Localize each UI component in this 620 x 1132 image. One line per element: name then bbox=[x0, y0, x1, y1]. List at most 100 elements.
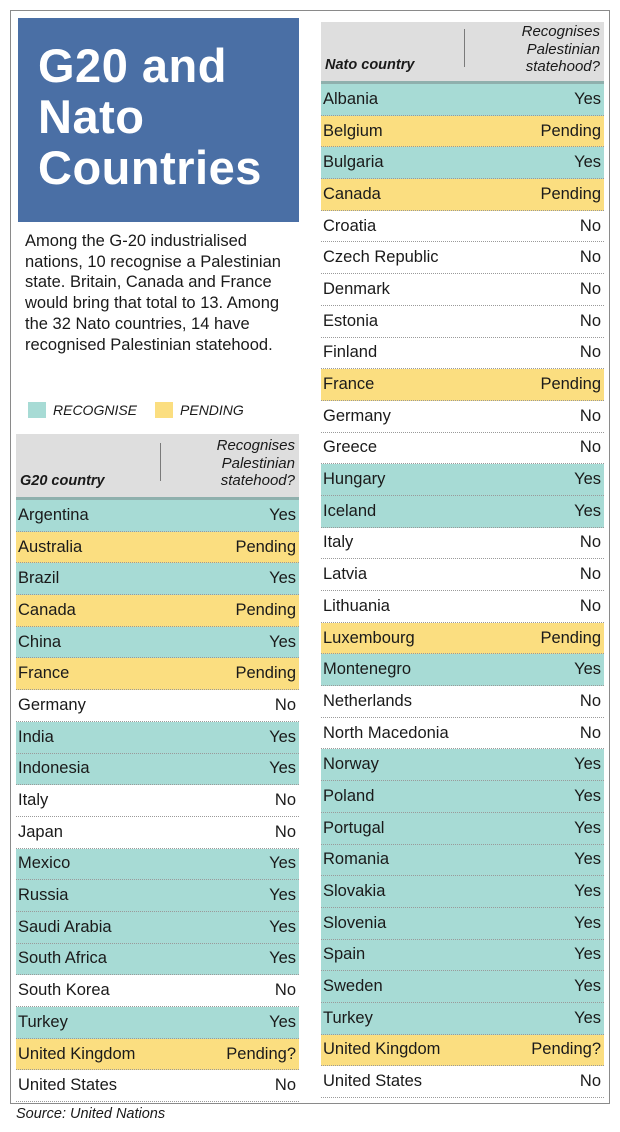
country-cell: Albania bbox=[323, 89, 379, 108]
country-cell: United Kingdom bbox=[323, 1040, 441, 1059]
table-row: United Kingdom Pending? bbox=[321, 1034, 604, 1067]
infographic-frame bbox=[10, 10, 610, 1104]
country-cell: France bbox=[18, 664, 70, 683]
table-row: Germany No bbox=[321, 400, 604, 433]
table-row: Greece No bbox=[321, 432, 604, 465]
country-cell: Russia bbox=[18, 886, 69, 905]
table-row: Luxembourg Pending bbox=[321, 622, 604, 655]
table-row: United Kingdom Pending? bbox=[16, 1038, 299, 1071]
table-row: Estonia No bbox=[321, 305, 604, 338]
status-cell: Yes bbox=[269, 632, 296, 651]
table-row: Lithuania No bbox=[321, 591, 604, 623]
country-cell: Czech Republic bbox=[323, 248, 439, 267]
status-cell: Pending bbox=[540, 628, 601, 647]
table-row: Italy No bbox=[16, 785, 299, 817]
legend-swatch-pending bbox=[155, 402, 174, 418]
g20-table: G20 country Recognises Palestinian state… bbox=[16, 434, 299, 1103]
table-row: Montenegro Yes bbox=[321, 654, 604, 687]
table-row: Denmark No bbox=[321, 274, 604, 306]
country-cell: Slovenia bbox=[323, 913, 387, 932]
country-cell: Germany bbox=[323, 406, 391, 425]
status-cell: Yes bbox=[574, 786, 601, 805]
table-row: France Pending bbox=[16, 658, 299, 691]
status-cell: Pending bbox=[540, 184, 601, 203]
table-row: Turkey Yes bbox=[16, 1007, 299, 1039]
header-rule bbox=[16, 497, 299, 500]
country-cell: Italy bbox=[18, 791, 49, 810]
table-row: Italy No bbox=[321, 527, 604, 560]
table-row: Iceland Yes bbox=[321, 495, 604, 528]
status-cell: Yes bbox=[574, 470, 601, 489]
status-cell: Yes bbox=[574, 755, 601, 774]
table-row: Netherlands No bbox=[321, 686, 604, 718]
table-row: Slovenia Yes bbox=[321, 907, 604, 940]
table-row: Japan No bbox=[16, 816, 299, 849]
country-cell: Argentina bbox=[18, 505, 89, 524]
g20-table-header: G20 country Recognises Palestinian state… bbox=[16, 434, 299, 497]
country-cell: Luxembourg bbox=[323, 628, 415, 647]
status-cell: Yes bbox=[269, 949, 296, 968]
nato-status-column-header: Recognises Palestinian statehood? bbox=[521, 23, 600, 75]
country-cell: Italy bbox=[323, 533, 354, 552]
status-cell: Yes bbox=[574, 882, 601, 901]
nato-country-column-header: Nato country bbox=[325, 57, 415, 73]
country-cell: Netherlands bbox=[323, 691, 412, 710]
country-cell: Canada bbox=[18, 600, 76, 619]
table-row: Albania Yes bbox=[321, 84, 604, 116]
table-row: Spain Yes bbox=[321, 939, 604, 972]
status-cell: Pending? bbox=[531, 1040, 601, 1059]
title-line: G20 and bbox=[38, 39, 227, 92]
table-row: Canada Pending bbox=[321, 179, 604, 211]
status-cell: No bbox=[579, 248, 601, 267]
country-cell: Montenegro bbox=[323, 660, 412, 679]
country-cell: Poland bbox=[323, 786, 375, 805]
status-cell: Pending bbox=[235, 537, 296, 556]
table-row: North Macedonia No bbox=[321, 717, 604, 750]
country-cell: United Kingdom bbox=[18, 1044, 136, 1063]
table-row: Saudi Arabia Yes bbox=[16, 911, 299, 944]
status-cell: Yes bbox=[574, 913, 601, 932]
country-cell: North Macedonia bbox=[323, 723, 449, 742]
table-row: Bulgaria Yes bbox=[321, 147, 604, 180]
table-row: Brazil Yes bbox=[16, 563, 299, 596]
table-row: Croatia No bbox=[321, 210, 604, 243]
status-cell: Yes bbox=[269, 505, 296, 524]
table-row: United States No bbox=[321, 1066, 604, 1098]
table-row: Turkey Yes bbox=[321, 1002, 604, 1035]
legend-swatch-recognise bbox=[28, 402, 46, 418]
country-cell: Spain bbox=[323, 945, 366, 964]
title-box: G20 and Nato Countries bbox=[18, 18, 299, 222]
status-cell: No bbox=[274, 1076, 296, 1095]
status-cell: Yes bbox=[574, 153, 601, 172]
country-cell: Saudi Arabia bbox=[18, 917, 112, 936]
status-cell: No bbox=[274, 981, 296, 1000]
table-row: Slovakia Yes bbox=[321, 876, 604, 908]
country-cell: France bbox=[323, 375, 375, 394]
table-row: France Pending bbox=[321, 369, 604, 401]
table-row: United States No bbox=[16, 1070, 299, 1103]
g20-status-column-header: Recognises Palestinian statehood? bbox=[216, 437, 295, 489]
table-row: Mexico Yes bbox=[16, 848, 299, 881]
status-cell: No bbox=[579, 565, 601, 584]
status-cell: No bbox=[274, 695, 296, 714]
country-cell: China bbox=[18, 632, 62, 651]
country-cell: Belgium bbox=[323, 121, 383, 140]
status-cell: No bbox=[579, 343, 601, 362]
nato-table: Nato country Recognises Palestinian stat… bbox=[321, 22, 604, 1098]
status-cell: No bbox=[274, 791, 296, 810]
status-cell: No bbox=[579, 216, 601, 235]
status-cell: No bbox=[579, 533, 601, 552]
table-row: Belgium Pending bbox=[321, 115, 604, 148]
status-cell: No bbox=[579, 279, 601, 298]
table-row: Poland Yes bbox=[321, 781, 604, 813]
status-cell: No bbox=[579, 438, 601, 457]
table-row: South Africa Yes bbox=[16, 943, 299, 976]
country-cell: Canada bbox=[323, 184, 381, 203]
header-divider bbox=[160, 443, 161, 481]
status-cell: Yes bbox=[574, 1008, 601, 1027]
status-cell: Yes bbox=[574, 660, 601, 679]
table-row: Czech Republic No bbox=[321, 242, 604, 275]
source-note: Source: United Nations bbox=[16, 1106, 166, 1122]
table-row: Canada Pending bbox=[16, 595, 299, 627]
table-row: Australia Pending bbox=[16, 531, 299, 564]
